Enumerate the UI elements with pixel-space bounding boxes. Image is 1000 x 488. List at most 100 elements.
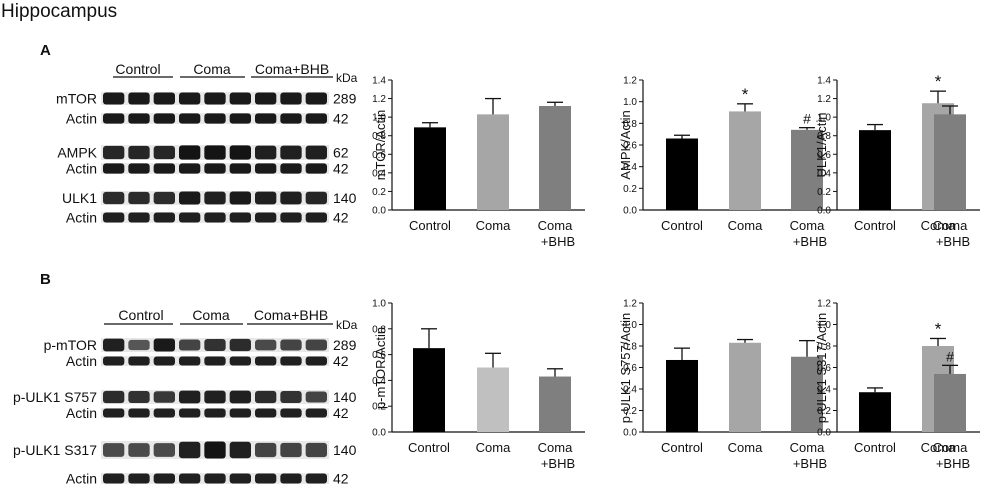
y-axis-label: p-mTOR/Actin [373, 327, 388, 409]
y-tick-label: 0.0 [817, 428, 831, 439]
blot-band [204, 113, 226, 124]
y-tick-label: 1.4 [372, 76, 386, 87]
group-label: Coma+BHB [254, 307, 328, 323]
blot-band [204, 163, 226, 174]
bar-chart-3: 0.0 0.2 0.4 0.6 0.8 1.0 1.2 1.4 ULK1/Actin Contro… [814, 72, 980, 249]
significance-marker: * [935, 319, 942, 338]
bar-chart-4: 0.0 0.2 0.4 0.6 0.8 1.0 p-mTOR/Actin Control Com… [372, 299, 585, 471]
blot-protein-label: p-ULK1 S757 [13, 389, 97, 405]
y-axis-label: mTOR/Actin [373, 110, 388, 181]
blot-band [128, 212, 150, 223]
significance-marker: * [742, 85, 749, 104]
blot-band [280, 408, 302, 418]
group-label: Coma+BHB [255, 61, 329, 77]
x-tick-label: Coma [476, 440, 511, 455]
blot-band [255, 212, 277, 223]
blot-band [153, 163, 175, 174]
y-tick-label: 0.8 [623, 342, 637, 353]
blot-band [103, 443, 125, 457]
blot-band [179, 163, 201, 174]
y-tick-label: 0.4 [372, 168, 386, 179]
y-tick-label: 0.0 [623, 206, 637, 217]
kda-label: kDa [336, 318, 358, 332]
blot-protein-label: AMPK [57, 145, 97, 161]
blot-band [255, 356, 277, 366]
blot-band [204, 356, 226, 366]
blot-band [280, 339, 302, 351]
blot-band [305, 163, 327, 174]
bar [859, 130, 891, 210]
blot-band [229, 163, 251, 174]
blot-band [128, 191, 150, 205]
y-tick-label: 0.6 [623, 363, 637, 374]
y-axis-label: ULK1/Actin [814, 112, 829, 177]
bar [666, 359, 698, 432]
blot-band [229, 191, 251, 205]
blot-band [204, 92, 226, 105]
blot-band [255, 390, 277, 404]
group-label: Coma [193, 61, 231, 77]
blot-band [128, 163, 150, 174]
significance-marker: # [946, 348, 954, 364]
blot-band [153, 408, 175, 418]
y-tick-label: 0.2 [623, 184, 637, 195]
y-tick-label: 1.2 [623, 299, 637, 310]
bar [666, 138, 698, 210]
x-tick-label: Control [409, 218, 451, 233]
blot-panel-b: B Control Coma Coma+BHB kDa p-mTOR 289 Actin 42 p… [13, 271, 358, 487]
blot-band [103, 473, 125, 484]
blot-band [128, 408, 150, 418]
figure-title: Hippocampus [1, 1, 118, 22]
x-tick-label: Coma +BHB [790, 440, 828, 471]
blot-band [280, 92, 302, 105]
blot-band [103, 408, 125, 418]
blot-band [128, 356, 150, 366]
blot-band [153, 212, 175, 223]
blot-band [204, 212, 226, 223]
blot-band [179, 92, 201, 105]
blot-band [229, 338, 251, 352]
blot-band [179, 339, 201, 351]
x-tick-label: Coma +BHB [933, 218, 971, 249]
blot-band [255, 191, 277, 205]
x-tick-label: Coma [921, 440, 956, 455]
blot-protein-label: ULK1 [62, 190, 97, 206]
y-tick-label: 0.8 [372, 131, 386, 142]
blot-band [305, 408, 327, 418]
blot-band [179, 191, 201, 205]
blot-kda-value: 42 [333, 353, 349, 369]
blot-band [255, 92, 277, 105]
blot-kda-value: 289 [333, 337, 357, 353]
x-tick-label: Coma +BHB [538, 218, 576, 249]
blot-band [153, 338, 175, 352]
x-tick-label: Coma [728, 218, 763, 233]
blot-band [103, 163, 125, 174]
y-tick-label: 0.8 [623, 119, 637, 130]
y-tick-label: 0.6 [817, 363, 831, 374]
blot-kda-value: 140 [333, 389, 357, 405]
blot-protein-label: p-ULK1 S317 [13, 442, 97, 458]
blot-band [179, 113, 201, 124]
y-tick-label: 1.0 [817, 320, 831, 331]
blot-band [229, 390, 251, 404]
blot-kda-value: 42 [333, 471, 349, 487]
x-tick-label: Coma +BHB [790, 218, 828, 249]
x-tick-label: Control [408, 440, 450, 455]
y-tick-label: 0.4 [817, 385, 831, 396]
y-tick-label: 0.0 [623, 428, 637, 439]
blot-band [255, 408, 277, 418]
blot-band [103, 390, 125, 404]
blot-band [305, 113, 327, 124]
blot-band [179, 390, 201, 404]
y-tick-label: 0.4 [623, 385, 637, 396]
y-tick-label: 0.0 [372, 428, 386, 439]
blot-band [103, 356, 125, 366]
blot-band [280, 391, 302, 403]
blot-band [204, 473, 226, 484]
blot-band [179, 408, 201, 418]
blot-band [305, 191, 327, 205]
blot-band [128, 391, 150, 403]
group-label: Coma [192, 307, 230, 323]
y-tick-label: 1.0 [623, 320, 637, 331]
blot-band [229, 145, 251, 160]
